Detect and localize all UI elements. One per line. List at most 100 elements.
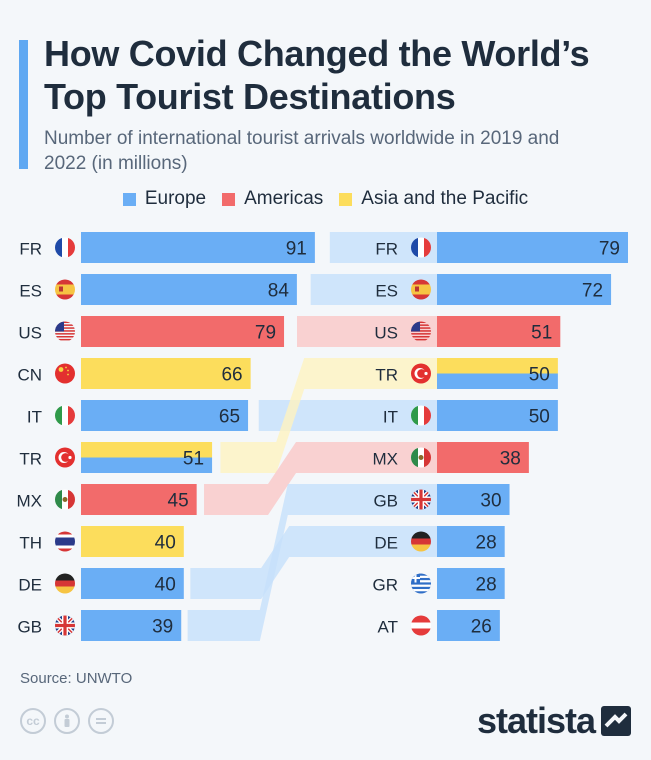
legend-swatch-europe [122,192,136,206]
left-tr-label: TR [19,450,42,469]
statista-logo[interactable]: statista [477,700,631,742]
right-gb-value: 30 [480,491,501,512]
legend-label-europe: Europe [144,188,207,209]
left-de-bar [81,568,184,599]
page-title: How Covid Changed the World’s Top Touris… [44,33,590,117]
right-at-flag-icon [411,615,431,636]
right-us-bar [437,316,561,347]
equals-icon[interactable] [88,708,114,734]
person-icon[interactable] [54,708,80,734]
left-tr-bar-top [81,442,213,458]
right-it-label: IT [383,408,398,427]
right-de-bar [437,526,505,557]
right-it-flag-icon [411,405,431,426]
left-de-label: DE [18,576,42,595]
left-th-flag-icon [55,531,75,552]
left-es-bar [81,274,297,305]
right-us-flag-icon [411,321,431,341]
left-fr-label: FR [19,240,42,259]
left-mx-flag-icon [55,489,75,510]
left-cn-flag-icon [55,363,75,384]
connector-tr [220,358,437,473]
right-de-label: DE [374,534,398,553]
statista-mark-icon [601,706,631,736]
right-gr-label: GR [373,576,399,595]
left-th-bar [81,526,184,557]
right-mx-label: MX [373,450,399,469]
right-at-label: AT [378,618,398,637]
left-mx-value: 45 [168,491,189,512]
right-fr-label: FR [375,240,398,259]
right-us-value: 51 [531,323,552,344]
connector-it [258,400,437,431]
left-de-flag-icon [55,573,75,594]
left-gb-bar [81,610,182,641]
left-it-flag-icon [55,405,75,426]
left-cn-label: CN [17,366,42,385]
left-fr-flag-icon [55,237,75,258]
legend-swatch-americas [222,192,236,206]
legend-label-americas: Americas [244,188,324,209]
connector-us [297,316,437,347]
license-icons: cc [20,708,122,734]
connector-de [190,526,437,599]
right-gr-bar [437,568,505,599]
left-th-value: 40 [155,533,176,554]
right-mx-bar [437,442,529,473]
left-it-value: 65 [219,407,240,428]
brand-name: statista [476,700,596,741]
right-mx-value: 38 [500,449,521,470]
right-tr-label: TR [375,366,398,385]
right-gr-flag-icon [411,573,431,594]
title-accent-bar [19,40,28,169]
right-fr-flag-icon [411,237,431,258]
bump-bar-chart: 91 FR 84 ES 79 US 66 CN 65 IT 51 TR 45 MX 40 TH 40 DE 39 GB… [17,232,628,641]
left-cn-value: 66 [221,365,242,386]
right-us-label: US [374,324,398,343]
right-fr-value: 79 [599,239,620,260]
left-th-label: TH [19,534,42,553]
left-fr-value: 91 [286,239,307,260]
right-gb-flag-icon [411,489,431,510]
left-tr-bar-bottom [81,457,213,473]
left-gb-value: 39 [152,617,173,638]
right-it-value: 50 [529,407,550,428]
right-es-bar [437,274,612,305]
cc-icon[interactable]: cc [20,708,46,734]
right-mx-flag-icon [411,447,431,468]
left-es-value: 84 [268,281,290,302]
left-it-bar [81,400,249,431]
right-gb-label: GB [373,492,398,511]
right-at-value: 26 [471,617,492,638]
left-es-label: ES [19,282,42,301]
left-es-flag-icon [55,279,75,300]
left-mx-label: MX [17,492,43,511]
right-es-label: ES [375,282,398,301]
right-gr-value: 28 [476,575,497,596]
right-it-bar [437,400,558,431]
right-at-bar [437,610,500,641]
connector-mx [204,442,437,515]
left-gb-flag-icon [55,615,75,636]
right-tr-value: 50 [529,365,550,386]
left-fr-bar [81,232,315,263]
right-tr-bar-bottom [437,373,558,389]
right-tr-bar-top [437,358,558,374]
left-us-value: 79 [255,323,276,344]
right-es-value: 72 [582,281,603,302]
connector-fr [329,232,437,263]
left-us-flag-icon [55,321,75,341]
source-note: Source: UNWTO [20,670,133,687]
left-tr-flag-icon [55,447,75,468]
right-fr-bar [437,232,628,263]
legend-item-asia-pacific: Asia and the Pacific [339,188,528,210]
left-us-label: US [18,324,42,343]
legend: Europe Americas Asia and the Pacific [0,188,651,210]
left-mx-bar [81,484,197,515]
left-tr-value: 51 [183,449,204,470]
right-gb-bar [437,484,510,515]
legend-swatch-asia-pacific [339,192,353,206]
legend-label-asia-pacific: Asia and the Pacific [361,188,529,209]
right-tr-flag-icon [411,363,431,384]
right-es-flag-icon [411,279,431,300]
